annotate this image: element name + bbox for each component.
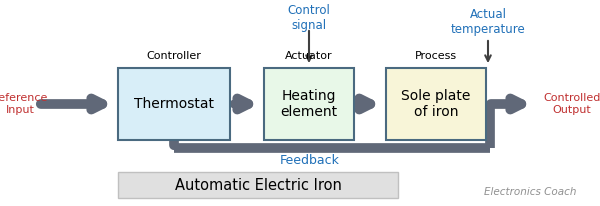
Text: Controller: Controller	[146, 51, 202, 61]
Text: Automatic Electric Iron: Automatic Electric Iron	[175, 178, 341, 192]
Text: Actual
temperature: Actual temperature	[451, 8, 526, 36]
Text: Actuator: Actuator	[285, 51, 333, 61]
Text: Controlled
Output: Controlled Output	[544, 93, 600, 115]
Text: Thermostat: Thermostat	[134, 97, 214, 111]
Text: Control
signal: Control signal	[287, 4, 331, 32]
Text: Feedback: Feedback	[280, 153, 340, 166]
FancyBboxPatch shape	[118, 68, 230, 140]
FancyBboxPatch shape	[118, 172, 398, 198]
FancyBboxPatch shape	[386, 68, 486, 140]
Text: Sole plate
of iron: Sole plate of iron	[401, 89, 470, 119]
Text: Process: Process	[415, 51, 457, 61]
Text: Heating
element: Heating element	[280, 89, 338, 119]
FancyBboxPatch shape	[264, 68, 354, 140]
Text: Electronics Coach: Electronics Coach	[484, 187, 576, 197]
Text: Reference
Input: Reference Input	[0, 93, 48, 115]
